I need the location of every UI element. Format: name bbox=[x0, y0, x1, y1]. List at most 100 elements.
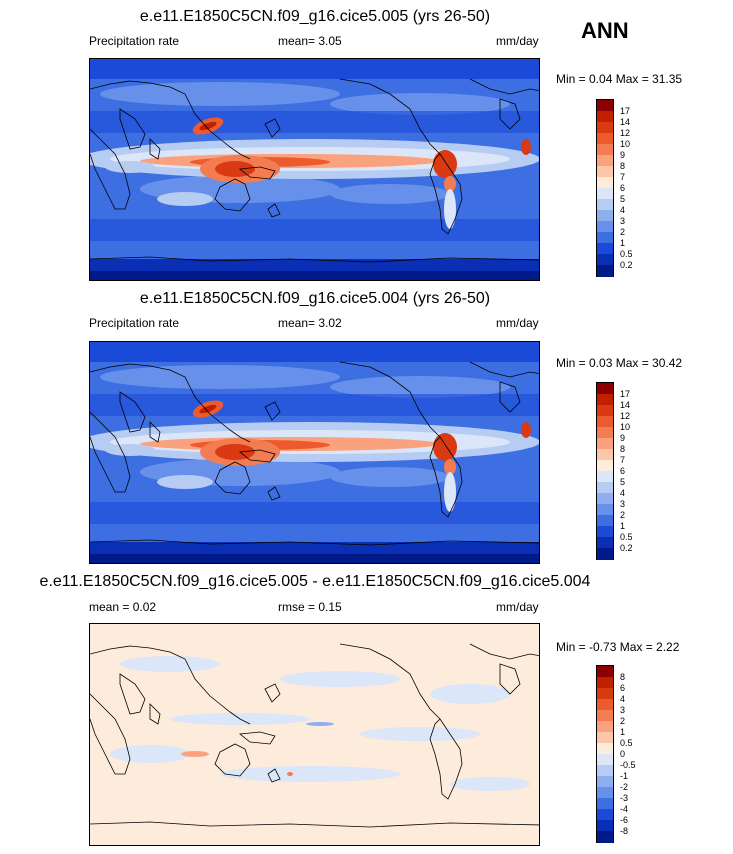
cb3-swatch-7 bbox=[597, 743, 613, 755]
cb2-swatch-11 bbox=[597, 504, 613, 516]
cb2-swatch-10 bbox=[597, 493, 613, 505]
panel-3-colorbar-frame bbox=[596, 665, 614, 843]
panel-1-map bbox=[89, 58, 540, 281]
cb1-tick: 4 bbox=[620, 204, 626, 215]
panel-1-coastlines bbox=[90, 78, 539, 263]
cb1-swatch-6 bbox=[597, 166, 613, 178]
panel-3-title: e.e11.E1850C5CN.f09_g16.cice5.005 - e.e1… bbox=[39, 573, 591, 590]
cb3-swatch-15 bbox=[597, 831, 613, 843]
cb1-tick: 8 bbox=[620, 160, 626, 171]
cb1-tick: 0.5 bbox=[620, 248, 633, 259]
cb1-swatch-0 bbox=[597, 100, 613, 112]
panel-2-colorbar-frame bbox=[596, 382, 614, 560]
panel-2-units: mm/day bbox=[496, 316, 539, 330]
cb1-swatch-14 bbox=[597, 254, 613, 266]
cb3-swatch-5 bbox=[597, 721, 613, 733]
cb3-swatch-1 bbox=[597, 677, 613, 689]
cb2-tick: 3 bbox=[620, 498, 626, 509]
cb2-swatch-15 bbox=[597, 548, 613, 560]
cb3-tick: 1 bbox=[620, 726, 626, 737]
panel-3-mean: mean = 0.02 bbox=[89, 600, 157, 614]
cb3-swatch-3 bbox=[597, 699, 613, 711]
panel-2-precip-field bbox=[90, 342, 539, 563]
cb2-tick: 0.2 bbox=[620, 542, 633, 553]
cb1-swatch-9 bbox=[597, 199, 613, 211]
cb3-tick: 8 bbox=[620, 671, 626, 682]
cb2-swatch-7 bbox=[597, 460, 613, 472]
cb1-tick: 6 bbox=[620, 182, 626, 193]
cb3-tick: -4 bbox=[620, 803, 629, 814]
panel-1-minmax: Min = 0.04 Max = 31.35 bbox=[556, 72, 683, 86]
cb2-tick: 7 bbox=[620, 454, 626, 465]
cb1-tick: 3 bbox=[620, 215, 626, 226]
cb2-swatch-8 bbox=[597, 471, 613, 483]
cb2-tick: 5 bbox=[620, 476, 626, 487]
cb2-tick: 8 bbox=[620, 443, 626, 454]
panel-1-precip-field bbox=[90, 59, 539, 280]
panel-2-coastlines bbox=[90, 361, 539, 546]
cb1-swatch-2 bbox=[597, 122, 613, 134]
cb1-swatch-4 bbox=[597, 144, 613, 156]
cb3-swatch-6 bbox=[597, 732, 613, 744]
cb3-tick: -3 bbox=[620, 792, 629, 803]
panel-1-colorbar-frame bbox=[596, 99, 614, 277]
cb3-swatch-10 bbox=[597, 776, 613, 788]
cb3-tick: 0 bbox=[620, 748, 626, 759]
cb1-tick: 5 bbox=[620, 193, 626, 204]
cb3-swatch-14 bbox=[597, 820, 613, 832]
cb1-swatch-13 bbox=[597, 243, 613, 255]
cb2-swatch-14 bbox=[597, 537, 613, 549]
cb2-swatch-6 bbox=[597, 449, 613, 461]
cb1-swatch-12 bbox=[597, 232, 613, 244]
cb1-tick: 7 bbox=[620, 171, 626, 182]
panel-2-map bbox=[89, 341, 540, 564]
panel-1-map-svg bbox=[90, 59, 539, 280]
panel-2-minmax: Min = 0.03 Max = 30.42 bbox=[556, 356, 683, 370]
panel-1-units: mm/day bbox=[496, 34, 539, 48]
cb1-tick: 14 bbox=[620, 116, 631, 127]
panel-3-map-svg bbox=[90, 624, 539, 845]
cb3-swatch-0 bbox=[597, 666, 613, 678]
cb2-swatch-12 bbox=[597, 515, 613, 527]
panel-2-title: e.e11.E1850C5CN.f09_g16.cice5.004 (yrs 2… bbox=[139, 290, 491, 307]
panel-3-diff-field bbox=[90, 624, 539, 845]
cb3-swatch-12 bbox=[597, 798, 613, 810]
panel-1-mean: mean= 3.05 bbox=[278, 34, 342, 48]
panel-1-title: e.e11.E1850C5CN.f09_g16.cice5.005 (yrs 2… bbox=[139, 8, 491, 25]
cb1-tick: 2 bbox=[620, 226, 626, 237]
cb3-swatch-9 bbox=[597, 765, 613, 777]
cb2-swatch-13 bbox=[597, 526, 613, 538]
season-title: ANN bbox=[581, 18, 629, 43]
cb2-tick: 0.5 bbox=[620, 531, 633, 542]
cb1-swatch-1 bbox=[597, 111, 613, 123]
cb3-swatch-4 bbox=[597, 710, 613, 722]
cb3-swatch-11 bbox=[597, 787, 613, 799]
cb2-tick: 10 bbox=[620, 421, 631, 432]
cb2-tick: 12 bbox=[620, 410, 631, 421]
cb1-tick: 10 bbox=[620, 138, 631, 149]
cb1-swatch-3 bbox=[597, 133, 613, 145]
cb1-tick: 0.2 bbox=[620, 259, 633, 270]
cb3-tick: -2 bbox=[620, 781, 629, 792]
panel-2-map-svg bbox=[90, 342, 539, 563]
panel-3-minmax: Min = -0.73 Max = 2.22 bbox=[556, 640, 680, 654]
cb1-tick: 17 bbox=[620, 105, 631, 116]
panel-3-map bbox=[89, 623, 540, 846]
cb1-tick: 12 bbox=[620, 127, 631, 138]
cb1-tick: 1 bbox=[620, 237, 626, 248]
cb1-swatch-8 bbox=[597, 188, 613, 200]
cb1-swatch-5 bbox=[597, 155, 613, 167]
cb3-tick: -1 bbox=[620, 770, 629, 781]
panel-3-units: mm/day bbox=[496, 600, 539, 614]
cb3-tick: 4 bbox=[620, 693, 626, 704]
cb2-swatch-5 bbox=[597, 438, 613, 450]
panel-1-variable-label: Precipitation rate bbox=[89, 34, 180, 48]
cb1-tick: 9 bbox=[620, 149, 626, 160]
cb2-tick: 6 bbox=[620, 465, 626, 476]
cb3-tick: -6 bbox=[620, 814, 629, 825]
cb1-swatch-11 bbox=[597, 221, 613, 233]
cb2-swatch-9 bbox=[597, 482, 613, 494]
cb2-swatch-4 bbox=[597, 427, 613, 439]
cb2-tick: 2 bbox=[620, 509, 626, 520]
panel-2-variable-label: Precipitation rate bbox=[89, 316, 180, 330]
